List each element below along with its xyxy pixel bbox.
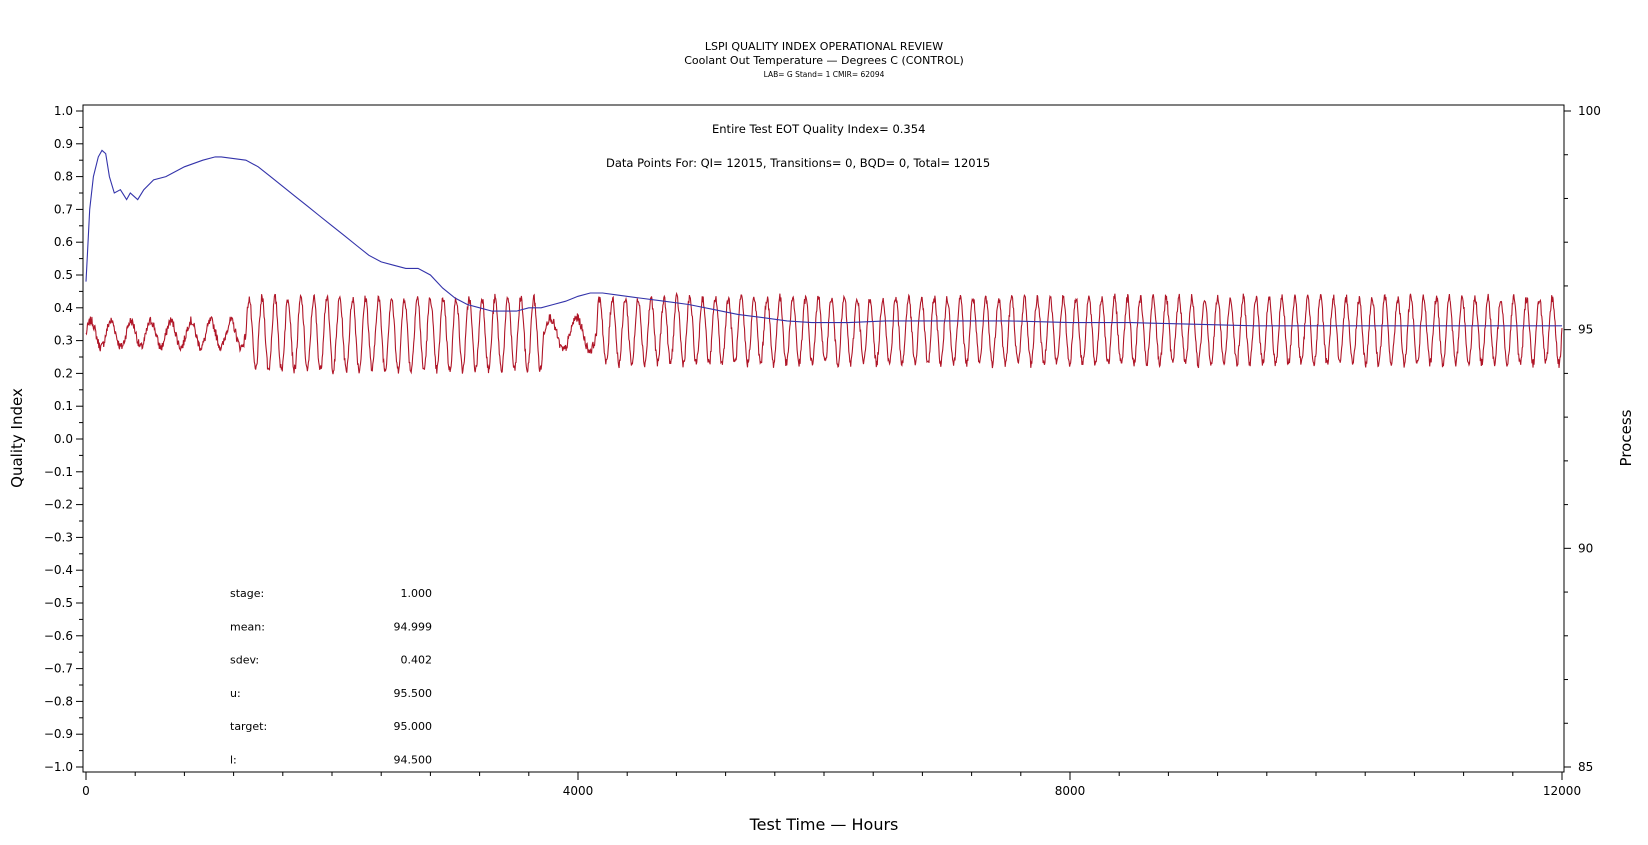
- stat-value: 95.000: [394, 720, 433, 733]
- chart-subtitle: Coolant Out Temperature — Degrees C (CON…: [684, 54, 964, 67]
- y-tick-label: −0.9: [44, 727, 73, 741]
- y-tick-label: −0.8: [44, 694, 73, 708]
- y2-tick-label: 100: [1578, 104, 1601, 118]
- stat-label: sdev:: [230, 654, 259, 667]
- x-tick-label: 4000: [563, 784, 594, 798]
- y2-tick-label: 85: [1578, 760, 1593, 774]
- y-tick-label: −0.5: [44, 596, 73, 610]
- x-axis-label: Test Time — Hours: [749, 815, 899, 834]
- y-tick-label: 0.3: [54, 334, 73, 348]
- y-tick-label: −0.6: [44, 629, 73, 643]
- chart-subsubtitle: LAB= G Stand= 1 CMIR= 62094: [764, 70, 885, 79]
- y-tick-label: 0.2: [54, 366, 73, 380]
- qi-annotation: Entire Test EOT Quality Index= 0.354: [712, 122, 925, 136]
- y-axis-label: Quality Index: [8, 388, 26, 488]
- stat-value: 1.000: [401, 587, 433, 600]
- x-tick-label: 8000: [1055, 784, 1086, 798]
- y-tick-label: 0.7: [54, 202, 73, 216]
- y-tick-label: 0.9: [54, 137, 73, 151]
- y-tick-label: 0.6: [54, 235, 73, 249]
- y-tick-label: 0.4: [54, 301, 73, 315]
- y2-tick-label: 95: [1578, 323, 1593, 337]
- plot-frame: [82, 104, 1565, 773]
- series-layer: [85, 149, 1563, 375]
- y-tick-label: −0.1: [44, 465, 73, 479]
- y-tick-label: −1.0: [44, 760, 73, 774]
- x-tick-label: 0: [82, 784, 90, 798]
- stat-label: target:: [230, 720, 267, 733]
- stat-value: 95.500: [394, 687, 433, 700]
- stats-block: stage: 1.000 mean: 94.999 sdev: 0.402 u: 95.500…: [230, 587, 432, 767]
- y-tick-label: 0.0: [54, 432, 73, 446]
- y-tick-label: 0.1: [54, 399, 73, 413]
- y-tick-label: 0.8: [54, 170, 73, 184]
- x-tick-label: 12000: [1543, 784, 1581, 798]
- stat-label: stage:: [230, 587, 264, 600]
- y-tick-label: −0.7: [44, 662, 73, 676]
- stat-label: mean:: [230, 620, 265, 633]
- series-line-blue: [85, 149, 1562, 327]
- stat-label: l:: [230, 754, 237, 767]
- y-tick-label: 0.5: [54, 268, 73, 282]
- stat-value: 94.999: [394, 620, 433, 633]
- y-tick-label: −0.4: [44, 563, 73, 577]
- tick-layer: 1.0 0.9 0.8 0.7 0.6 0.5 0.4 0.3 0.2 0.1 0.0 −0.1 −0.…: [44, 104, 1601, 798]
- chart-title: LSPI QUALITY INDEX OPERATIONAL REVIEW: [705, 40, 943, 53]
- stat-label: u:: [230, 687, 241, 700]
- y-tick-label: 1.0: [54, 104, 73, 118]
- y-tick-label: −0.3: [44, 530, 73, 544]
- y-tick-label: −0.2: [44, 498, 73, 512]
- stat-value: 0.402: [401, 654, 433, 667]
- stat-value: 94.500: [394, 754, 433, 767]
- series-line-red: [85, 291, 1563, 375]
- y2-axis-label: Process: [1617, 409, 1635, 466]
- y2-tick-label: 90: [1578, 541, 1593, 555]
- points-annotation: Data Points For: QI= 12015, Transitions=…: [606, 156, 990, 170]
